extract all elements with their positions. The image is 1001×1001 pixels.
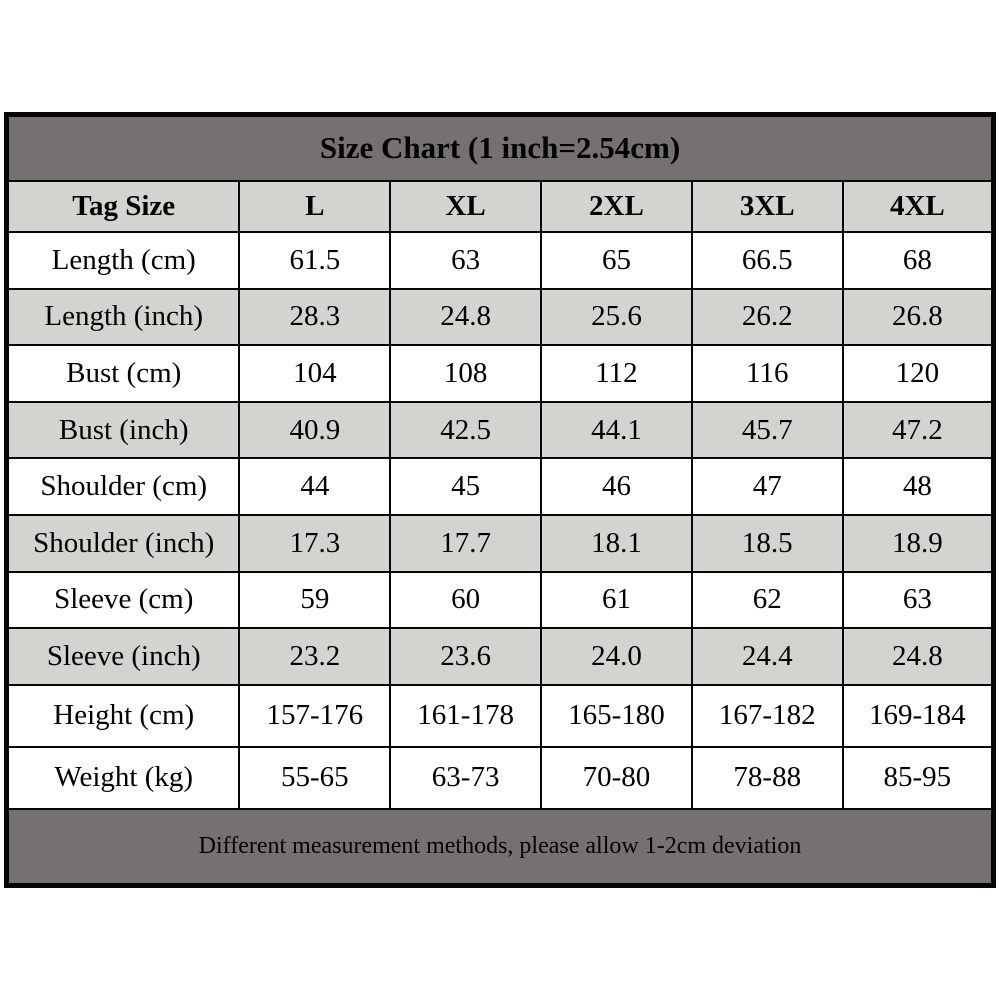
size-value-cell: 24.4 — [690, 627, 844, 686]
footer-row: Different measurement methods, please al… — [5, 807, 995, 887]
size-value-cell: 24.8 — [841, 627, 995, 686]
size-value-cell: 42.5 — [389, 400, 543, 460]
table-row-length-inch: Length (inch) 28.3 24.8 25.6 26.2 26.8 — [5, 287, 995, 347]
size-value-cell: 85-95 — [841, 745, 995, 810]
size-value-cell: 70-80 — [540, 745, 693, 810]
size-value-cell: 169-184 — [841, 683, 995, 748]
size-value-cell: 59 — [238, 570, 392, 630]
size-value-cell: 17.7 — [389, 513, 543, 573]
row-label: Shoulder (inch) — [5, 513, 241, 573]
row-label: Height (cm) — [5, 683, 241, 748]
size-value-cell: 62 — [690, 570, 844, 630]
size-value-cell: 108 — [389, 344, 543, 403]
size-value-cell: 63-73 — [389, 745, 543, 810]
size-value-cell: 66.5 — [690, 230, 844, 290]
size-value-cell: 78-88 — [690, 745, 844, 810]
size-value-cell: 116 — [690, 344, 844, 403]
size-value-cell: 61.5 — [238, 230, 392, 290]
size-value-cell: 18.1 — [540, 513, 693, 573]
measurement-deviation-note: Different measurement methods, please al… — [5, 807, 995, 887]
size-chart: Size Chart (1 inch=2.54cm) Tag Size L XL… — [4, 112, 996, 888]
size-value-cell: 18.9 — [841, 513, 995, 573]
size-value-cell: 23.2 — [238, 627, 392, 686]
size-value-cell: 112 — [540, 344, 693, 403]
column-header-4xl: 4XL — [841, 179, 995, 233]
size-value-cell: 24.0 — [540, 627, 693, 686]
table-row-sleeve-inch: Sleeve (inch) 23.2 23.6 24.0 24.4 24.8 — [5, 627, 995, 686]
size-value-cell: 157-176 — [238, 683, 392, 748]
column-header-2xl: 2XL — [540, 179, 693, 233]
size-value-cell: 167-182 — [690, 683, 844, 748]
size-value-cell: 46 — [540, 457, 693, 516]
size-value-cell: 48 — [841, 457, 995, 516]
chart-title: Size Chart (1 inch=2.54cm) — [5, 113, 995, 182]
row-label: Weight (kg) — [5, 745, 241, 810]
table-row-sleeve-cm: Sleeve (cm) 59 60 61 62 63 — [5, 570, 995, 630]
size-value-cell: 40.9 — [238, 400, 392, 460]
table-row-shoulder-inch: Shoulder (inch) 17.3 17.7 18.1 18.5 18.9 — [5, 513, 995, 573]
size-value-cell: 28.3 — [238, 287, 392, 347]
row-label: Bust (inch) — [5, 400, 241, 460]
row-label: Length (cm) — [5, 230, 241, 290]
size-value-cell: 104 — [238, 344, 392, 403]
table-row-length-cm: Length (cm) 61.5 63 65 66.5 68 — [5, 230, 995, 290]
row-label: Length (inch) — [5, 287, 241, 347]
row-label: Bust (cm) — [5, 344, 241, 403]
size-value-cell: 47 — [690, 457, 844, 516]
column-header-tag-size: Tag Size — [5, 179, 241, 233]
size-value-cell: 60 — [389, 570, 543, 630]
table-row-shoulder-cm: Shoulder (cm) 44 45 46 47 48 — [5, 457, 995, 516]
size-value-cell: 17.3 — [238, 513, 392, 573]
size-value-cell: 68 — [841, 230, 995, 290]
column-header-l: L — [238, 179, 392, 233]
size-value-cell: 23.6 — [389, 627, 543, 686]
size-value-cell: 26.8 — [841, 287, 995, 347]
table-row-weight-kg: Weight (kg) 55-65 63-73 70-80 78-88 85-9… — [5, 745, 995, 810]
size-value-cell: 44 — [238, 457, 392, 516]
size-value-cell: 45 — [389, 457, 543, 516]
row-label: Sleeve (cm) — [5, 570, 241, 630]
size-value-cell: 63 — [841, 570, 995, 630]
size-value-cell: 65 — [540, 230, 693, 290]
size-chart-table: Size Chart (1 inch=2.54cm) Tag Size L XL… — [4, 112, 996, 888]
table-row-bust-cm: Bust (cm) 104 108 112 116 120 — [5, 344, 995, 403]
size-value-cell: 61 — [540, 570, 693, 630]
title-row: Size Chart (1 inch=2.54cm) — [5, 113, 995, 182]
size-value-cell: 47.2 — [841, 400, 995, 460]
size-value-cell: 44.1 — [540, 400, 693, 460]
column-header-3xl: 3XL — [690, 179, 844, 233]
size-value-cell: 120 — [841, 344, 995, 403]
size-value-cell: 25.6 — [540, 287, 693, 347]
column-header-xl: XL — [389, 179, 543, 233]
size-value-cell: 24.8 — [389, 287, 543, 347]
table-row-height-cm: Height (cm) 157-176 161-178 165-180 167-… — [5, 683, 995, 748]
size-value-cell: 63 — [389, 230, 543, 290]
size-value-cell: 18.5 — [690, 513, 844, 573]
size-value-cell: 45.7 — [690, 400, 844, 460]
table-row-bust-inch: Bust (inch) 40.9 42.5 44.1 45.7 47.2 — [5, 400, 995, 460]
size-value-cell: 161-178 — [389, 683, 543, 748]
header-row: Tag Size L XL 2XL 3XL 4XL — [5, 179, 995, 233]
size-value-cell: 55-65 — [238, 745, 392, 810]
row-label: Sleeve (inch) — [5, 627, 241, 686]
row-label: Shoulder (cm) — [5, 457, 241, 516]
size-value-cell: 26.2 — [690, 287, 844, 347]
size-value-cell: 165-180 — [540, 683, 693, 748]
